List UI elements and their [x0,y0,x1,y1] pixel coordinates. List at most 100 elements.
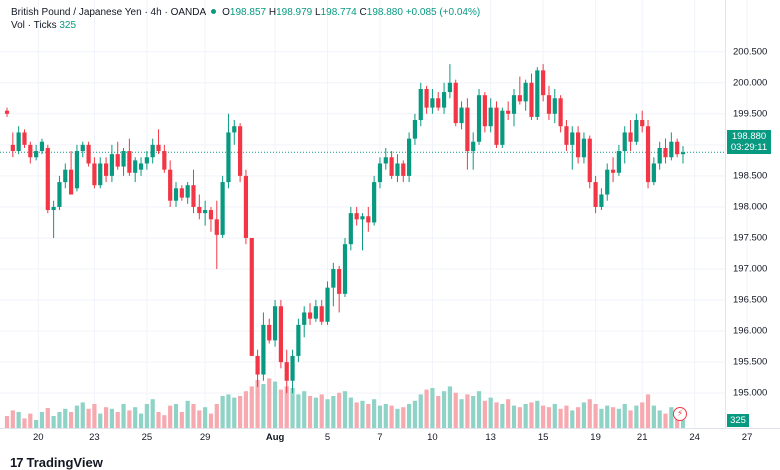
candle-body [278,306,283,363]
candle-body [401,163,406,176]
candle-body [675,141,680,155]
candle-body [69,169,74,195]
volume-bar [657,410,662,428]
price-tick-label: 200.000 [733,77,768,89]
candle-body [610,169,616,173]
volume-bar [506,399,511,428]
price-tick-label: 198.000 [733,201,768,213]
candle-body [261,324,266,375]
volume-bar [162,415,167,428]
time-tick-label: 27 [741,432,753,443]
volume-bar [98,413,103,428]
candle-body [232,126,237,133]
candle-body [412,120,418,139]
candle-body [144,157,149,164]
candle-body [162,151,167,170]
candle-body [645,126,651,183]
market-open-icon [211,9,217,15]
candle-body [302,312,307,325]
symbol-name: British Pound / Japanese Yen [11,7,142,18]
volume-bar [395,408,400,428]
candle-body [447,82,452,93]
volume-bar [634,405,639,428]
candle-body [383,157,388,164]
tradingview-logo[interactable]: 17 TradingView [10,455,103,470]
time-tick-label: 20 [33,432,44,443]
candle-body [488,107,493,127]
volume-bar [144,404,149,428]
candle-body [255,355,260,375]
volume-bar [208,413,214,428]
volume-bar [622,404,627,428]
volume-bar [185,400,190,428]
volume-value: 325 [59,20,77,31]
volume-bar [267,378,272,428]
volume-bar [325,399,330,428]
volume-bar [74,405,80,428]
volume-bar [564,405,569,428]
candle-body [39,141,45,152]
candle-body [307,312,313,319]
volume-bar [488,397,493,428]
volume-bar [360,400,365,428]
price-tick-label: 195.000 [733,387,768,399]
volume-bar [366,404,371,428]
volume-bar [179,412,184,428]
volume-bar [238,396,243,428]
candle-body [197,206,202,214]
candle-body [471,141,476,152]
candle-body [651,163,656,183]
candle-body [616,151,621,173]
time-tick-label: 15 [537,432,549,443]
volume-bar [500,404,505,428]
volume-bar [307,396,313,428]
exchange-label: OANDA [170,7,206,18]
candle-body [80,144,85,152]
candle-body [86,144,91,164]
candle-body [605,169,610,195]
candle-body [552,98,557,114]
volume-bar [39,412,45,428]
volume-bar [214,404,219,428]
volume-bar [255,380,260,428]
candle-body [436,98,441,108]
candle-body [63,169,68,183]
candle-body [331,269,336,288]
volume-bar [226,394,231,428]
close-label: C [359,7,367,18]
candle-body [541,70,546,96]
candle-body [441,92,447,108]
volume-bar [302,391,307,428]
time-tick-label: 23 [89,432,100,443]
volume-legend[interactable]: Vol · Ticks 325 [11,20,76,31]
symbol-legend[interactable]: British Pound / Japanese Yen · 4h · OAND… [11,7,481,18]
candle-body [564,126,569,145]
candle-body [500,110,505,145]
candle-body [465,107,470,152]
volume-badge: 325 [727,414,749,427]
volume-bar [587,399,592,428]
time-tick-label: 13 [485,432,496,443]
volume-bar [16,412,21,428]
candle-body [4,110,10,114]
volume-bar [570,410,575,428]
candle-body [354,213,359,220]
volume-bar [69,412,74,428]
volume-bar [459,399,464,428]
candle-body [558,98,563,127]
candle-body [360,216,365,220]
volume-bar [517,407,522,428]
logo-text: TradingView [26,455,103,470]
volume-bar [278,389,283,428]
lightning-icon[interactable]: ⚡ [673,407,687,421]
candle-body [103,163,109,176]
candle-body [22,132,27,145]
candle-body [453,82,458,124]
volume-bar [342,391,348,428]
candle-body [622,132,627,152]
volume-bar [401,407,406,428]
candle-body [28,144,33,158]
candle-body [185,185,190,198]
candle-body [214,219,219,235]
